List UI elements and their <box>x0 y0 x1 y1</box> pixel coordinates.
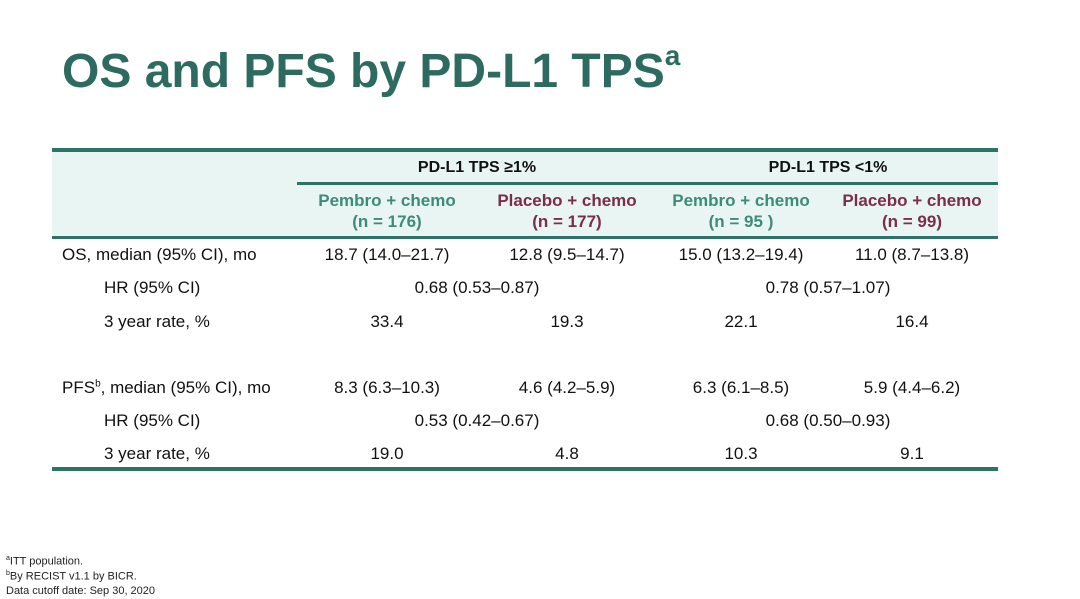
column-n: (n = 95 ) <box>708 212 774 231</box>
slide-title: OS and PFS by PD-L1 TPSa <box>62 40 680 99</box>
row-label-text: PFS <box>62 378 96 397</box>
table-cell: 0.53 (0.42–0.67) <box>414 411 540 430</box>
column-n: (n = 176) <box>352 212 422 231</box>
column-header: Pembro + chemo (n = 95 ) <box>672 190 809 232</box>
column-name: Pembro + chemo <box>318 191 456 210</box>
footnote: aITT population. <box>6 555 83 568</box>
footnote-sup: b <box>6 570 10 577</box>
title-text: OS and PFS by PD-L1 TPS <box>62 45 665 98</box>
table-cell: 22.1 <box>724 312 758 331</box>
row-label-text: 3 year rate, % <box>104 444 210 463</box>
header-background <box>52 150 998 238</box>
table-cell: 12.8 (9.5–14.7) <box>509 245 625 264</box>
column-header: Placebo + chemo (n = 99) <box>842 190 981 232</box>
table-cell: 6.3 (6.1–8.5) <box>692 378 790 397</box>
footnote-sup: a <box>6 555 10 562</box>
title-sup: a <box>664 40 681 71</box>
bottom-rule <box>52 467 998 471</box>
column-name: Placebo + chemo <box>842 191 982 210</box>
row-label-text: OS, median (95% CI), mo <box>62 245 257 264</box>
table-cell: 9.1 <box>900 444 924 463</box>
table-cell: 0.78 (0.57–1.07) <box>765 278 891 297</box>
column-header: Placebo + chemo (n = 177) <box>497 190 636 232</box>
group-header: PD-L1 TPS ≥1% <box>417 159 537 176</box>
table-cell: 0.68 (0.53–0.87) <box>414 278 540 297</box>
top-rule <box>52 148 998 152</box>
column-n: (n = 99) <box>882 212 942 231</box>
row-label: HR (95% CI) <box>104 411 200 431</box>
footnote-text: Data cutoff date: Sep 30, 2020 <box>6 585 156 597</box>
column-name: Placebo + chemo <box>497 191 637 210</box>
table-cell: 0.68 (0.50–0.93) <box>765 411 891 430</box>
table-cell: 10.3 <box>724 444 758 463</box>
table-cell: 33.4 <box>370 312 404 331</box>
table-cell: 4.6 (4.2–5.9) <box>518 378 616 397</box>
group-rule <box>297 182 998 185</box>
header-rule <box>52 236 998 239</box>
row-label-text: 3 year rate, % <box>104 312 210 331</box>
column-name: Pembro + chemo <box>672 191 810 210</box>
row-label-sup: b <box>95 378 101 390</box>
table-cell: 19.3 <box>550 312 584 331</box>
table-cell: 5.9 (4.4–6.2) <box>863 378 961 397</box>
row-label: 3 year rate, % <box>104 312 210 332</box>
row-label: PFSb, median (95% CI), mo <box>62 378 271 398</box>
table-cell: 15.0 (13.2–19.4) <box>678 245 804 264</box>
row-label: 3 year rate, % <box>104 444 210 464</box>
table-cell: 8.3 (6.3–10.3) <box>334 378 440 397</box>
table-cell: 4.8 <box>555 444 579 463</box>
footnote-text: By RECIST v1.1 by BICR. <box>9 570 137 583</box>
column-n: (n = 177) <box>532 212 602 231</box>
table-cell: 11.0 (8.7–13.8) <box>854 245 970 264</box>
table-cell: 18.7 (14.0–21.7) <box>324 245 450 264</box>
row-label: OS, median (95% CI), mo <box>62 245 257 265</box>
column-header: Pembro + chemo (n = 176) <box>318 190 455 232</box>
footnote: bBy RECIST v1.1 by BICR. <box>6 570 137 583</box>
table-cell: 16.4 <box>895 312 929 331</box>
row-label-text: HR (95% CI) <box>104 278 201 297</box>
footnote: Data cutoff date: Sep 30, 2020 <box>6 585 155 597</box>
row-label: HR (95% CI) <box>104 278 200 298</box>
group-header: PD-L1 TPS <1% <box>768 159 888 176</box>
table-cell: 19.0 <box>370 444 404 463</box>
row-label-rest: , median (95% CI), mo <box>100 378 271 397</box>
row-label-text: HR (95% CI) <box>104 411 201 430</box>
footnote-text: ITT population. <box>9 555 84 568</box>
